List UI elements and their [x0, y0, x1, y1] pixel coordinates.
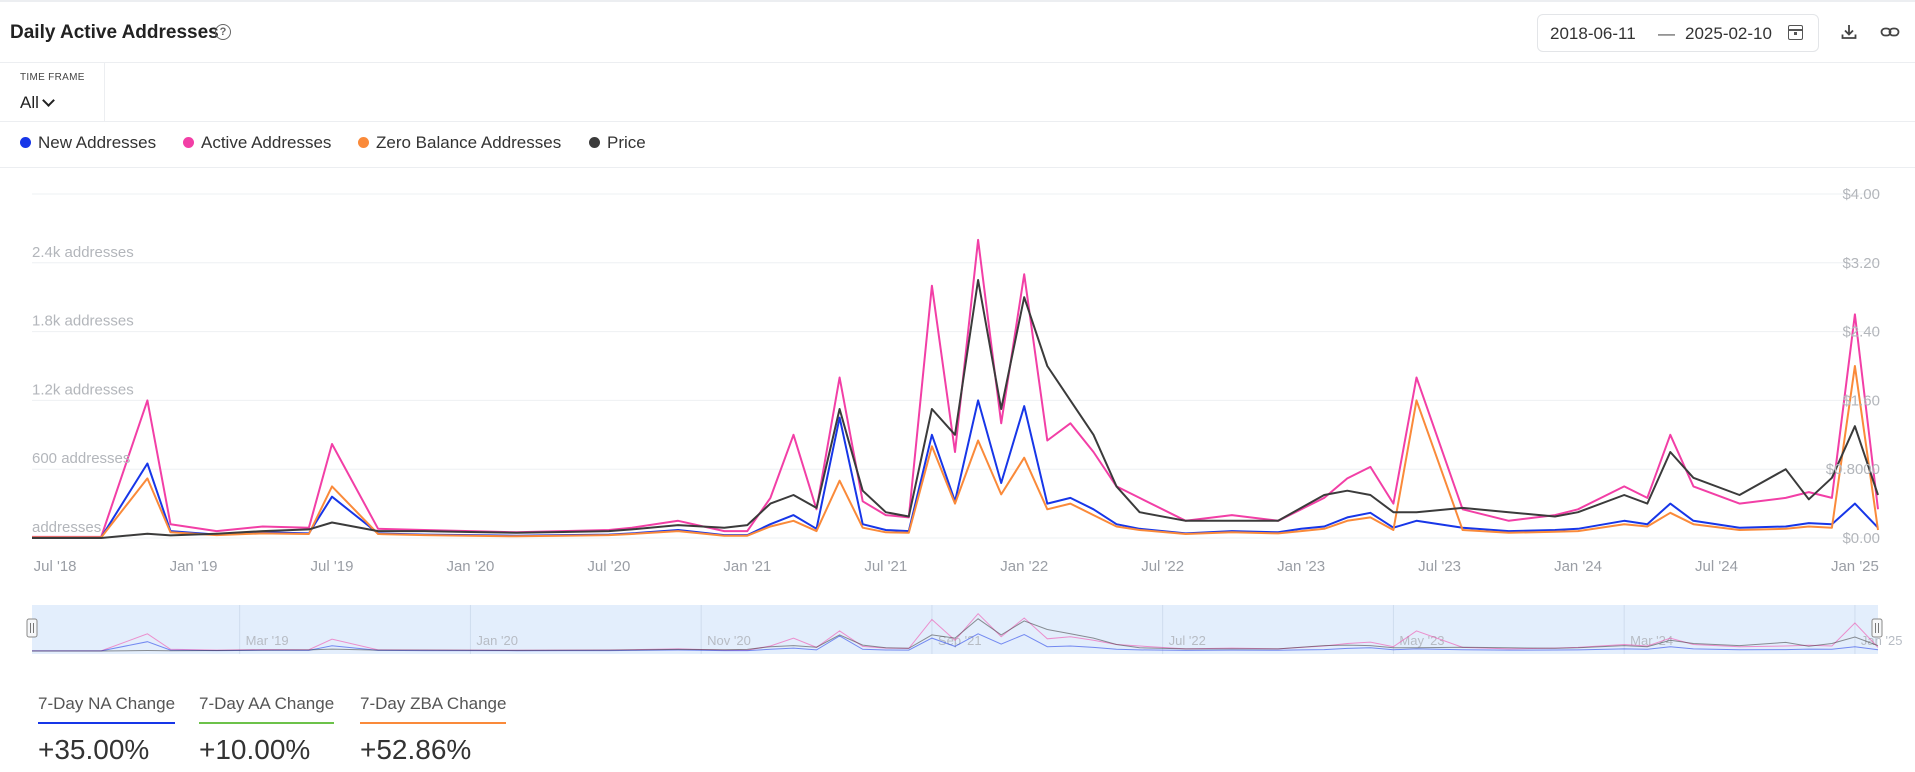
- legend-dot-icon: [183, 137, 194, 148]
- y-tick-label-right: $3.20: [1842, 255, 1880, 272]
- legend-dot-icon: [358, 137, 369, 148]
- y-tick-label-right: $4.00: [1842, 186, 1880, 203]
- grid-lines: [32, 193, 1878, 539]
- y-tick-label-left: 600 addresses: [32, 450, 130, 467]
- series-line-price: [32, 279, 1879, 539]
- help-icon[interactable]: ?: [215, 24, 231, 40]
- download-icon[interactable]: [1839, 22, 1859, 42]
- stat-aa-change: 7-Day AA Change +10.00%: [199, 694, 335, 766]
- line-chart: addresses 600 addresses 1.2k addresses 1.8k…: [26, 186, 1903, 654]
- navigator-label: Jul '22: [1169, 633, 1206, 648]
- legend-label: New Addresses: [38, 133, 157, 152]
- date-separator: —: [1658, 24, 1675, 43]
- date-from[interactable]: 2018-06-11: [1550, 24, 1636, 43]
- series-line-active-addresses: [32, 238, 1879, 538]
- navigator-series-line: [32, 618, 1879, 652]
- y-tick-label-right: $1.60: [1842, 392, 1880, 409]
- divider: [0, 121, 1915, 122]
- chevron-down-icon[interactable]: [42, 94, 55, 107]
- stat-na-change: 7-Day NA Change +35.00%: [38, 694, 176, 766]
- navigator-label: Mar '24: [1630, 633, 1673, 648]
- stat-label[interactable]: 7-Day NA Change: [38, 694, 176, 724]
- timeframe-label: TIME FRAME: [20, 72, 85, 83]
- timeframe-value[interactable]: All: [20, 93, 39, 112]
- navigator-label: May '23: [1399, 633, 1444, 648]
- x-tick-label: Jul '23: [1418, 558, 1461, 575]
- x-tick-label: Jan '19: [170, 558, 218, 575]
- calendar-icon[interactable]: [1788, 25, 1803, 40]
- stat-value: +52.86%: [360, 734, 472, 765]
- stat-label[interactable]: 7-Day AA Change: [199, 694, 335, 724]
- y-tick-label-left: 1.8k addresses: [32, 313, 134, 330]
- legend-dot-icon: [20, 137, 31, 148]
- date-to[interactable]: 2025-02-10: [1685, 24, 1772, 43]
- navigator-label: Jan '25: [1861, 633, 1903, 648]
- y-tick-label-left: 2.4k addresses: [32, 244, 134, 261]
- x-tick-label: Jan '23: [1277, 558, 1325, 575]
- y-tick-label-left: addresses: [32, 519, 101, 536]
- divider: [0, 167, 1915, 168]
- y-tick-label-right: $0.8000: [1826, 461, 1880, 478]
- stat-value: +35.00%: [38, 734, 150, 765]
- legend-active-addresses[interactable]: Active Addresses: [183, 133, 331, 153]
- legend-label: Active Addresses: [201, 133, 332, 152]
- y-tick-label-right: $0.00: [1842, 530, 1880, 547]
- x-tick-label: Jul '18: [34, 558, 77, 575]
- legend-price[interactable]: Price: [589, 133, 646, 153]
- x-tick-label: Jul '21: [864, 558, 907, 575]
- page-title: Daily Active Addresses: [10, 22, 219, 43]
- series-line-zero-balance-addresses: [32, 365, 1879, 539]
- link-icon[interactable]: [1880, 22, 1900, 42]
- x-tick-label: Jul '20: [587, 558, 630, 575]
- y-axis-labels: addresses 600 addresses 1.2k addresses 1.8k…: [32, 186, 1880, 547]
- legend-label: Zero Balance Addresses: [376, 133, 562, 152]
- legend-new-addresses[interactable]: New Addresses: [20, 133, 156, 153]
- legend-dot-icon: [589, 137, 600, 148]
- x-tick-label: Jan '20: [446, 558, 494, 575]
- navigator-label: Nov '20: [707, 633, 751, 648]
- x-tick-label: Jan '22: [1000, 558, 1048, 575]
- stat-value: +10.00%: [199, 734, 311, 765]
- x-tick-label: Jan '24: [1554, 558, 1602, 575]
- y-tick-label-right: $2.40: [1842, 324, 1880, 341]
- x-tick-label: Jan '25: [1831, 558, 1879, 575]
- stat-zba-change: 7-Day ZBA Change +52.86%: [360, 694, 507, 766]
- legend-zero-balance-addresses[interactable]: Zero Balance Addresses: [358, 133, 561, 153]
- timeframe-selector[interactable]: TIME FRAME All: [0, 63, 105, 121]
- date-range-picker[interactable]: 2018-06-11 — 2025-02-10: [1537, 14, 1819, 52]
- range-navigator[interactable]: Mar '19 Jan '20 Nov '20 Sep '21 Jul '22 May '…: [26, 605, 1903, 654]
- x-tick-label: Jul '19: [311, 558, 354, 575]
- chart-header: Daily Active Addresses ? 2018-06-11 — 20…: [0, 2, 1915, 63]
- stat-label[interactable]: 7-Day ZBA Change: [360, 694, 507, 724]
- series-lines: [32, 238, 1879, 539]
- navigator-handle: [1871, 618, 1883, 638]
- x-tick-label: Jul '24: [1695, 558, 1738, 575]
- navigator-handle: [26, 618, 38, 638]
- legend-label: Price: [607, 133, 646, 152]
- x-tick-label: Jul '22: [1141, 558, 1184, 575]
- x-axis-labels: Jul '18 Jan '19 Jul '19 Jan '20 Jul '20 Jan '…: [34, 558, 1879, 575]
- navigator-label: Jan '20: [476, 633, 518, 648]
- navigator-label: Mar '19: [246, 633, 289, 648]
- x-tick-label: Jan '21: [723, 558, 771, 575]
- y-tick-label-left: 1.2k addresses: [32, 381, 134, 398]
- top-border: [0, 0, 1915, 2]
